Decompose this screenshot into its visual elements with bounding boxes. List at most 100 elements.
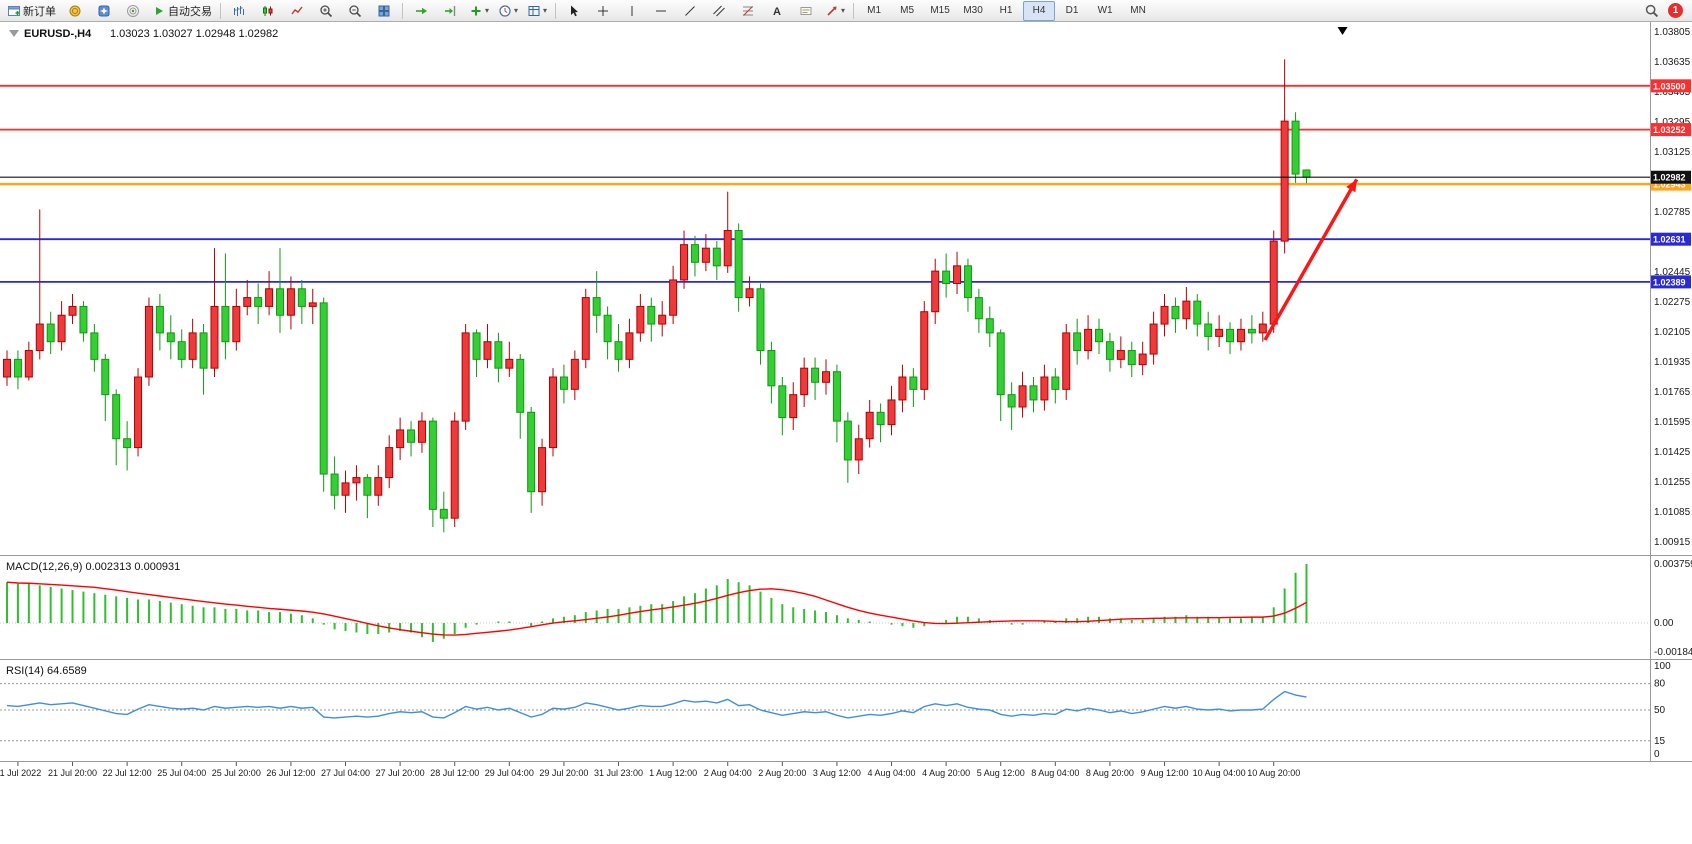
templates-button[interactable]: ▾: [523, 1, 551, 21]
toolbar-separator: [853, 2, 855, 19]
candle-body: [1029, 385, 1038, 401]
auto-scroll-icon: [414, 4, 428, 18]
text-label-tool-button[interactable]: [792, 1, 820, 21]
time-axis-label: 8 Aug 04:00: [1031, 768, 1079, 778]
zoom-out-button[interactable]: [341, 1, 369, 21]
new-order-icon: [7, 4, 21, 18]
rsi-axis-label: 50: [1654, 705, 1666, 716]
price-badge-label: 1.03252: [1653, 125, 1686, 135]
time-axis-label: 27 Jul 20:00: [376, 768, 425, 778]
candle-body: [963, 265, 972, 299]
candle-body: [1040, 376, 1049, 401]
candle-body: [516, 358, 525, 413]
price-axis-label: 1.02275: [1654, 297, 1691, 308]
zoom-in-button[interactable]: [312, 1, 340, 21]
horizontal-line-tool-button[interactable]: [647, 1, 675, 21]
candle-body: [931, 270, 940, 313]
candle-body: [24, 350, 33, 378]
timeframe-d1-button[interactable]: D1: [1065, 5, 1079, 16]
timeframe-mn-button[interactable]: MN: [1130, 5, 1146, 16]
timeframe-m5-button[interactable]: M5: [900, 5, 915, 16]
candle-body: [1018, 385, 1027, 408]
time-axis-label: 5 Aug 12:00: [977, 768, 1025, 778]
toolbar-separator: [555, 2, 557, 19]
candle-body: [352, 477, 361, 484]
one-click-trading-toggle[interactable]: [9, 30, 19, 37]
candle-body: [1138, 353, 1147, 366]
rsi-axis-label: 80: [1654, 679, 1666, 690]
arrows-tool-button[interactable]: ▾: [821, 1, 849, 21]
navigator-button[interactable]: [90, 1, 118, 21]
vertical-line-tool-button[interactable]: [618, 1, 646, 21]
crosshair-tool-button[interactable]: [589, 1, 617, 21]
fibonacci-tool-button[interactable]: [734, 1, 762, 21]
auto-scroll-button[interactable]: [407, 1, 435, 21]
arrow-shapes-icon: [825, 4, 839, 18]
auto-trading-icon: [152, 4, 166, 18]
candle-body: [1160, 305, 1169, 325]
candle-body: [254, 297, 263, 307]
timeframe-m15-button[interactable]: M15: [930, 5, 950, 16]
candle-body: [996, 332, 1005, 396]
trendline-tool-button[interactable]: [676, 1, 704, 21]
time-axis-label: 4 Aug 04:00: [867, 768, 915, 778]
chevron-down-icon: ▾: [841, 5, 846, 15]
candle-body: [865, 411, 874, 440]
notification-badge[interactable]: 1: [1668, 3, 1683, 18]
candle-body: [166, 332, 175, 343]
timeframe-m30-button[interactable]: M30: [963, 5, 983, 16]
alerts-button[interactable]: [119, 1, 147, 21]
candle-body: [1062, 332, 1071, 390]
candle-body: [90, 332, 99, 360]
channel-tool-button[interactable]: [705, 1, 733, 21]
chart-canvas[interactable]: 1.03805 1.03635 1.03465 1.03295 1.03125 1.029…: [0, 22, 1692, 784]
line-chart-button[interactable]: [283, 1, 311, 21]
search-button[interactable]: [1637, 1, 1665, 21]
market-watch-button[interactable]: [61, 1, 89, 21]
candle-body: [800, 367, 809, 396]
price-badge: [1651, 123, 1691, 137]
candle-body: [1073, 332, 1082, 352]
text-tool-button[interactable]: A: [763, 1, 791, 21]
timeframe-w1-button[interactable]: W1: [1097, 5, 1113, 16]
candle-body: [46, 323, 55, 343]
cursor-tool-button[interactable]: [560, 1, 588, 21]
navigator-icon: [97, 4, 111, 18]
candlestick-chart-button[interactable]: [254, 1, 282, 21]
timeframe-h1-button[interactable]: H1: [999, 5, 1013, 16]
candle-body: [210, 305, 219, 369]
candle-body: [854, 438, 863, 461]
time-axis-label: 2 Aug 04:00: [704, 768, 752, 778]
time-axis-label: 21 Jul 2022: [0, 768, 41, 778]
bar-chart-icon: [232, 4, 246, 18]
time-axis-label: 29 Jul 20:00: [539, 768, 588, 778]
bar-chart-button[interactable]: [225, 1, 253, 21]
time-axis-label: 29 Jul 04:00: [485, 768, 534, 778]
new-order-button[interactable]: 新订单: [3, 1, 60, 21]
periods-button[interactable]: ▾: [494, 1, 522, 21]
timeframe-h4-button[interactable]: H4: [1023, 0, 1056, 21]
crosshair-icon: [596, 4, 610, 18]
tile-windows-button[interactable]: [370, 1, 398, 21]
auto-trading-button[interactable]: 自动交易: [148, 1, 216, 21]
candle-body: [505, 358, 514, 369]
candle-body: [144, 305, 153, 378]
candle-body: [712, 247, 721, 267]
alerts-icon: [126, 4, 140, 18]
price-badge-label: 1.02389: [1653, 277, 1686, 287]
price-badge: [1651, 232, 1691, 246]
rsi-line: [6, 690, 1307, 719]
chart-shift-button[interactable]: [436, 1, 464, 21]
time-axis-label: 4 Aug 20:00: [922, 768, 970, 778]
candle-body: [363, 477, 372, 496]
rsi-axis-label: 100: [1654, 661, 1671, 672]
candle-body: [1149, 323, 1158, 355]
cursor-icon: [567, 4, 581, 18]
macd-axis-label: -0.001843: [1654, 647, 1692, 658]
timeframe-m1-button[interactable]: M1: [867, 5, 882, 16]
indicators-button[interactable]: ▾: [465, 1, 493, 21]
candle-body: [625, 332, 634, 360]
text-label-icon: [799, 4, 813, 18]
candle-body: [374, 477, 383, 496]
candle-body: [592, 297, 601, 316]
